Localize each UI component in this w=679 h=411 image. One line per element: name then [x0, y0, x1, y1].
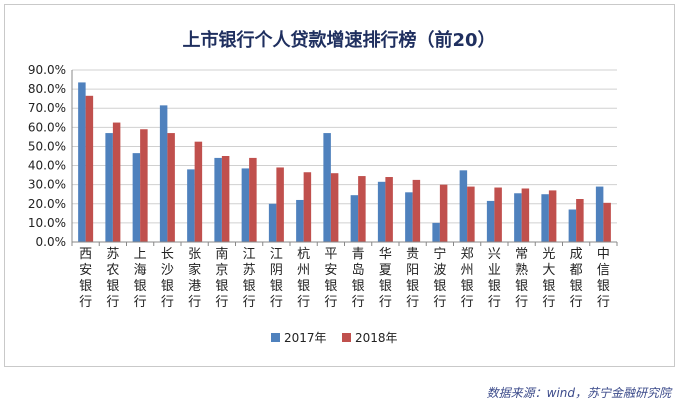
- legend: 2017年 2018年: [271, 331, 398, 345]
- axes: [71, 70, 618, 246]
- bar-series-1-2: [132, 153, 141, 242]
- bar-series-2-16: [521, 188, 530, 242]
- y-tick-label: 80.0%: [28, 82, 66, 96]
- x-axis-labels: 西安银行 苏农银行 上海银行 长沙银行 张家港行 南京银行 江苏银行 江阴银行 杭州银行 平安银行…: [79, 246, 610, 310]
- chart-title: 上市银行个人贷款增速排行榜（前20）: [182, 29, 495, 51]
- legend-swatch: [342, 333, 351, 342]
- bar-series-1-6: [241, 168, 250, 242]
- y-axis-ticks: 0.0% 10.0% 20.0% 30.0% 40.0% 50.0% 60.0% 70.0% 8…: [28, 63, 66, 249]
- bar-series-1-16: [514, 193, 522, 242]
- bar-series-1-11: [377, 181, 386, 242]
- x-tick-label: 华夏银行: [379, 247, 392, 310]
- bars: [78, 82, 611, 242]
- x-tick-label: 南京银行: [215, 246, 228, 310]
- x-tick-label: 西安银行: [79, 247, 92, 310]
- bar-series-2-9: [330, 173, 339, 242]
- bar-series-2-8: [303, 172, 312, 242]
- y-tick-label: 40.0%: [28, 159, 66, 173]
- x-tick-label: 成都银行: [570, 247, 583, 310]
- data-source-note: 数据来源：wind，苏宁金融研究院: [486, 386, 671, 400]
- bar-series-1-12: [405, 192, 413, 242]
- bar-series-2-0: [85, 95, 94, 242]
- bar-series-2-7: [276, 167, 284, 242]
- x-tick-label: 张家港行: [188, 247, 201, 310]
- x-tick-label: 兴业银行: [488, 247, 501, 310]
- legend-label: 2018年: [355, 331, 398, 345]
- bar-series-1-15: [486, 200, 495, 242]
- bar-series-2-2: [140, 129, 148, 242]
- bar-series-2-6: [249, 157, 257, 242]
- bar-series-2-18: [576, 199, 584, 242]
- bar-series-2-3: [167, 133, 175, 242]
- bar-series-1-9: [323, 133, 331, 242]
- bar-series-1-7: [268, 203, 277, 242]
- bar-series-1-8: [296, 199, 304, 242]
- y-tick-label: 50.0%: [28, 139, 66, 153]
- bar-series-2-11: [385, 177, 393, 242]
- y-tick-label: 10.0%: [28, 216, 66, 230]
- legend-swatch: [271, 333, 280, 342]
- bar-series-2-1: [112, 122, 121, 242]
- x-tick-label: 青岛银行: [352, 247, 365, 310]
- y-tick-label: 90.0%: [28, 63, 66, 77]
- y-tick-label: 0.0%: [36, 235, 67, 249]
- bar-series-2-17: [548, 190, 557, 242]
- x-tick-label: 江苏银行: [243, 247, 256, 310]
- y-tick-label: 20.0%: [28, 197, 66, 211]
- bar-series-2-12: [412, 179, 421, 242]
- bar-series-2-13: [439, 184, 448, 242]
- bar-series-1-1: [105, 133, 113, 242]
- x-tick-label: 光大银行: [542, 247, 555, 310]
- gridlines: [72, 69, 617, 224]
- legend-label: 2017年: [284, 331, 327, 345]
- bar-series-2-15: [494, 187, 502, 242]
- x-tick-label: 宁波银行: [433, 246, 446, 310]
- bar-series-1-10: [350, 195, 359, 242]
- bar-series-1-19: [595, 186, 604, 242]
- x-tick-label: 苏农银行: [106, 246, 119, 310]
- bar-series-1-4: [187, 169, 195, 242]
- x-tick-label: 上海银行: [134, 247, 147, 310]
- bar-series-2-19: [603, 202, 611, 242]
- bar-series-1-18: [568, 209, 577, 242]
- bar-series-1-14: [459, 170, 468, 242]
- chart: 上市银行个人贷款增速排行榜（前20） 0.0% 10.0% 20.0% 30.0% 40…: [28, 29, 618, 345]
- x-tick-label: 贵阳银行: [406, 247, 419, 310]
- bar-series-2-14: [467, 186, 475, 242]
- x-tick-label: 长沙银行: [161, 247, 174, 310]
- y-tick-label: 70.0%: [28, 101, 66, 115]
- bar-series-2-4: [194, 141, 203, 242]
- x-tick-label: 常熟银行: [515, 247, 528, 310]
- bar-series-1-17: [541, 194, 549, 242]
- x-tick-label: 杭州银行: [297, 247, 310, 310]
- x-tick-label: 江阴银行: [270, 247, 283, 310]
- bar-series-1-13: [432, 222, 440, 242]
- y-tick-label: 60.0%: [28, 120, 66, 134]
- bar-series-2-5: [221, 156, 230, 242]
- bar-series-1-0: [78, 82, 86, 242]
- x-tick-label: 郑州银行: [461, 247, 474, 310]
- x-tick-label: 中信银行: [597, 247, 610, 310]
- bar-series-1-3: [159, 105, 168, 242]
- y-tick-label: 30.0%: [28, 178, 66, 192]
- bar-series-2-10: [358, 176, 366, 242]
- bar-series-1-5: [214, 157, 222, 242]
- x-tick-label: 平安银行: [324, 247, 337, 310]
